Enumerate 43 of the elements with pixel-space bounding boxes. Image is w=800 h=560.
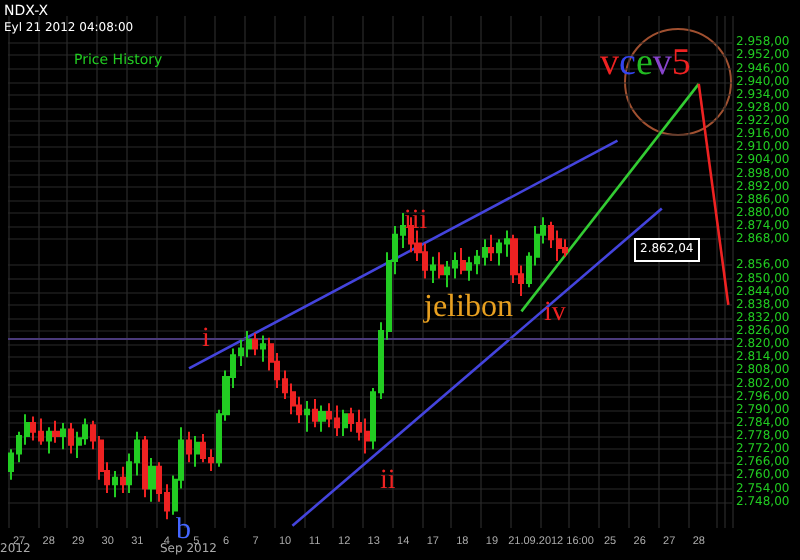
candlestick	[148, 456, 156, 503]
candlestick	[488, 233, 494, 263]
candlestick	[46, 426, 52, 455]
candlestick	[60, 421, 66, 451]
candlestick	[466, 255, 472, 282]
candlestick	[194, 435, 200, 468]
candlestick	[342, 408, 348, 438]
annotation: jelibon	[424, 290, 513, 324]
candlestick	[326, 402, 332, 429]
annotation: b	[176, 514, 191, 546]
annotation: i	[202, 324, 210, 354]
candlestick	[200, 432, 206, 464]
candlestick	[504, 229, 510, 258]
candlestick	[142, 435, 148, 499]
candlestick	[348, 406, 354, 433]
candlestick	[496, 238, 502, 267]
candlestick	[112, 470, 118, 499]
candlestick	[120, 465, 126, 494]
candlestick	[260, 334, 266, 363]
candlestick	[318, 404, 326, 433]
candlestick	[312, 397, 318, 429]
candlestick	[246, 330, 252, 359]
candlestick	[438, 251, 444, 280]
candlestick	[186, 430, 192, 464]
annotation: iii	[404, 206, 428, 236]
annotation: iv	[544, 298, 566, 328]
candlestick	[452, 251, 458, 280]
candlestick	[364, 417, 370, 455]
candlestick	[460, 246, 466, 276]
annotation: vcev5	[600, 42, 691, 84]
candlestick	[38, 417, 44, 446]
candlestick	[304, 400, 310, 433]
candlestick	[52, 419, 60, 444]
candlestick	[430, 255, 436, 284]
candlestick	[334, 404, 340, 438]
candlestick	[252, 332, 258, 357]
candlestick	[562, 238, 568, 258]
candlestick	[444, 260, 450, 289]
candlestick	[68, 421, 74, 455]
candlestick	[482, 238, 488, 267]
candlestick	[30, 415, 36, 442]
candlestick	[556, 229, 562, 263]
annotation: ii	[380, 466, 396, 496]
